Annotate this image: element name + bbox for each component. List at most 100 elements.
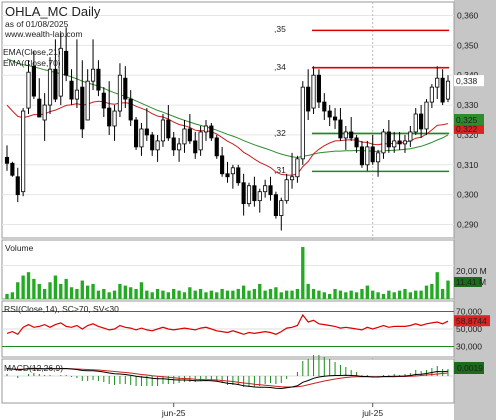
candle-body — [75, 90, 78, 99]
candle-body — [350, 132, 353, 138]
volume-bar — [333, 289, 336, 299]
volume-bar — [344, 292, 347, 299]
volume-bar — [301, 247, 304, 299]
candle-body — [167, 120, 170, 138]
rsi-pane: RSI(Close,14), SC>70, SV<30 70,00050,000… — [2, 301, 490, 357]
candle-body — [177, 144, 180, 150]
volume-bar — [398, 291, 401, 299]
candle-body — [366, 147, 369, 165]
price-level-label: ,32 — [274, 128, 286, 138]
volume-bar — [38, 284, 41, 299]
volume-bar — [75, 289, 78, 299]
volume-bar — [5, 294, 8, 299]
candle-body — [263, 186, 266, 192]
ema21-last-label: 0,325 — [456, 115, 478, 125]
volume-bar — [360, 289, 363, 299]
price-tick-label: 0,310 — [457, 160, 479, 170]
candle-body — [376, 153, 379, 162]
volume-bar — [32, 279, 35, 299]
candle-body — [215, 138, 218, 156]
candle-body — [393, 141, 396, 147]
volume-bar — [97, 291, 100, 299]
candle-body — [113, 111, 116, 126]
candle-body — [403, 141, 406, 144]
volume-bar — [21, 276, 24, 299]
candle-body — [333, 117, 336, 120]
candle-body — [21, 111, 24, 192]
volume-bar — [16, 282, 19, 299]
candle-body — [253, 186, 256, 201]
volume-bar — [446, 281, 449, 299]
volume-bar — [414, 291, 417, 299]
volume-bar — [242, 286, 245, 299]
volume-bar — [339, 291, 342, 299]
volume-bar — [231, 291, 234, 299]
volume-bar — [194, 291, 197, 299]
chart-title: OHLA_MC Daily — [5, 4, 101, 19]
candle-body — [145, 129, 148, 135]
volume-bar — [220, 289, 223, 299]
candle-body — [441, 78, 444, 102]
price-axis-column — [454, 0, 496, 420]
volume-bar — [129, 287, 132, 299]
price-level-label: ,35 — [274, 24, 286, 34]
volume-bar — [312, 289, 315, 299]
last-price-label: 0,338 — [456, 76, 478, 86]
candle-body — [124, 78, 127, 99]
volume-bar — [156, 289, 159, 299]
candle-body — [183, 129, 186, 144]
volume-bar — [199, 289, 202, 299]
candle-body — [285, 180, 288, 201]
candle-body — [269, 186, 272, 195]
candle-body — [48, 69, 51, 105]
volume-bar — [393, 292, 396, 299]
volume-bar — [70, 287, 73, 299]
volume-bar — [366, 286, 369, 299]
volume-pane-frame — [2, 240, 454, 299]
ema70-legend: EMA(Close,70) — [3, 58, 61, 68]
candle-body — [86, 81, 89, 120]
volume-bar — [387, 291, 390, 299]
candle-body — [134, 120, 137, 147]
chart-date: as of 01/08/2025 — [5, 19, 69, 29]
candle-body — [301, 87, 304, 159]
candle-body — [231, 168, 234, 174]
volume-bar — [290, 291, 293, 299]
price-tick-label: 0,350 — [457, 40, 479, 50]
price-level-label: ,34 — [274, 62, 286, 72]
volume-bar — [172, 289, 175, 299]
candle-body — [296, 159, 299, 177]
candle-body — [151, 135, 154, 150]
volume-bar — [409, 292, 412, 299]
volume-bar — [183, 292, 186, 299]
candle-body — [161, 120, 164, 141]
site-label: www.wealth-lab.com — [4, 29, 82, 39]
volume-bar — [54, 276, 57, 299]
candle-body — [91, 69, 94, 81]
candle-body — [274, 195, 277, 216]
volume-bar — [167, 292, 170, 299]
candle-body — [97, 69, 100, 90]
candle-body — [290, 177, 293, 180]
candle-body — [16, 177, 19, 195]
volume-bar — [91, 284, 94, 299]
volume-bar — [328, 294, 331, 299]
volume-bar — [323, 292, 326, 299]
volume-label: Volume — [5, 243, 34, 253]
candle-body — [118, 75, 121, 111]
volume-bar — [134, 289, 137, 299]
candle-body — [5, 157, 8, 163]
candle-body — [312, 75, 315, 108]
candle-body — [387, 132, 390, 147]
volume-bar — [274, 287, 277, 299]
candle-body — [242, 183, 245, 204]
volume-last-label: 11,41 M — [456, 277, 486, 287]
candle-body — [328, 111, 331, 117]
candle-body — [27, 72, 30, 108]
volume-bar — [430, 284, 433, 299]
volume-bar — [64, 279, 67, 299]
volume-bar — [317, 291, 320, 299]
volume-pane: Volume 20,00 M 11,41 M — [2, 240, 487, 299]
candle-body — [108, 108, 111, 126]
volume-bar — [161, 291, 164, 299]
